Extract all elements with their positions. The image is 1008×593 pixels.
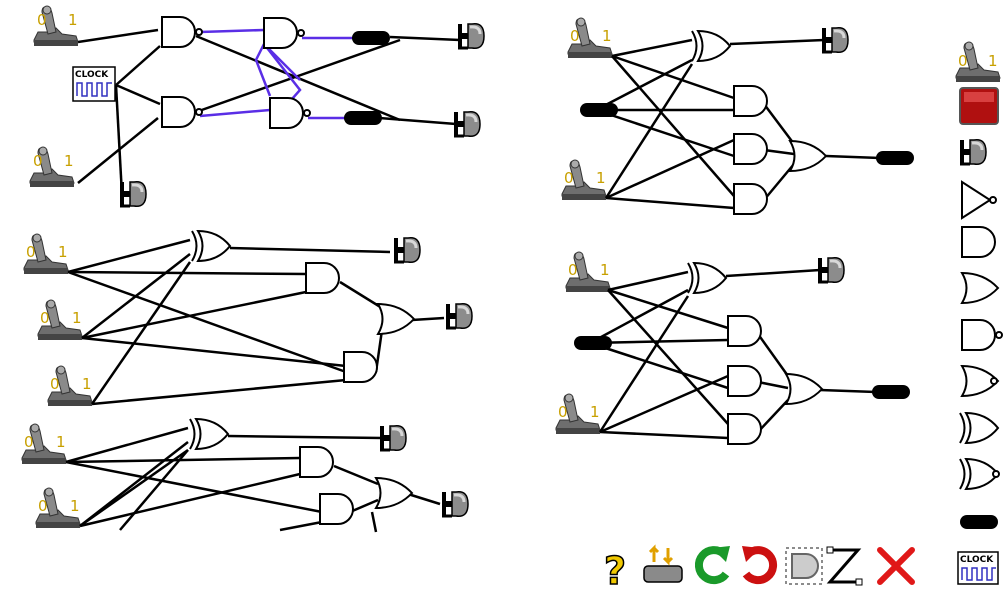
switch-off-label: 0 — [50, 375, 60, 393]
palette-toggle-switch[interactable]: 0 1 — [955, 41, 1001, 83]
swap-button[interactable] — [643, 544, 683, 583]
palette-light-bulb[interactable] — [958, 138, 988, 166]
switch-on-label: 1 — [82, 375, 92, 393]
nand-gate[interactable] — [161, 96, 203, 128]
and-gate[interactable] — [733, 133, 768, 165]
circuit-full-adder-2[interactable]: 0 1 0 1 — [21, 418, 470, 533]
and-gate[interactable] — [727, 315, 762, 347]
light-bulb[interactable] — [452, 110, 482, 138]
or-gate[interactable] — [785, 373, 823, 405]
palette-clock[interactable]: CLOCK — [957, 551, 999, 585]
circuit-full-adder-3[interactable]: 0 1 0 1 — [561, 17, 914, 215]
palette-xor-gate[interactable] — [959, 412, 999, 444]
switch-off-label: 0 — [38, 497, 48, 515]
and-gate[interactable] — [733, 183, 768, 215]
switch-on-label: 1 — [70, 497, 80, 515]
and-gate[interactable] — [733, 85, 768, 117]
clock-label: CLOCK — [75, 70, 109, 80]
switch-on-label: 1 — [58, 243, 68, 261]
or-gate[interactable] — [789, 140, 827, 172]
or-gate[interactable] — [377, 303, 415, 335]
nand-gate[interactable] — [161, 16, 203, 48]
and-gate[interactable] — [299, 446, 334, 478]
switch-off-label: 0 — [570, 27, 580, 45]
light-bulb[interactable] — [378, 424, 408, 452]
light-bulb[interactable] — [820, 26, 850, 54]
switch-off-label: 0 — [37, 11, 47, 29]
select-tool-button[interactable] — [785, 547, 823, 585]
xor-gate[interactable] — [189, 418, 229, 450]
switch-on-label: 1 — [68, 11, 78, 29]
light-bulb[interactable] — [456, 22, 486, 50]
switch-on-label: 1 — [72, 309, 82, 327]
switch-on-label: 1 — [600, 261, 610, 279]
and-gate[interactable] — [727, 413, 762, 445]
wire-tool-button[interactable] — [826, 546, 863, 586]
palette-push-button[interactable] — [959, 87, 999, 125]
palette-clock-label: CLOCK — [960, 555, 994, 565]
xor-gate[interactable] — [687, 262, 727, 294]
palette-or-gate[interactable] — [961, 272, 999, 304]
wire-connector[interactable] — [872, 385, 910, 399]
or-gate[interactable] — [375, 477, 413, 509]
wire-connector[interactable] — [352, 31, 390, 45]
wire-connector[interactable] — [580, 103, 618, 117]
wire-connector[interactable] — [876, 151, 914, 165]
undo-button[interactable] — [742, 546, 778, 585]
xor-gate[interactable] — [691, 30, 731, 62]
switch-on-label: 1 — [590, 403, 600, 421]
switch-off-label: 0 — [24, 433, 34, 451]
switch-off-label: 0 — [568, 261, 578, 279]
nand-gate[interactable] — [269, 97, 311, 129]
light-bulb[interactable] — [444, 302, 474, 330]
clock-component[interactable]: CLOCK — [72, 66, 116, 102]
switch-off-label: 0 — [558, 403, 568, 421]
and-gate[interactable] — [305, 262, 340, 294]
nand-gate[interactable] — [263, 17, 305, 49]
switch-on-label: 1 — [56, 433, 66, 451]
delete-button[interactable] — [877, 547, 915, 585]
switch-off-label: 0 — [26, 243, 36, 261]
palette-nor-gate[interactable] — [961, 365, 999, 397]
palette-xnor-gate[interactable] — [959, 458, 1000, 490]
xor-gate[interactable] — [191, 230, 231, 262]
redo-button[interactable] — [694, 546, 730, 585]
light-bulb[interactable] — [440, 490, 470, 518]
palette-nand-gate[interactable] — [961, 319, 1003, 351]
and-gate[interactable] — [319, 493, 354, 525]
wire-connector[interactable] — [574, 336, 612, 350]
circuit-full-adder-1[interactable]: 0 1 0 1 0 1 — [23, 230, 474, 407]
switch-on-label: 1 — [64, 152, 74, 170]
switch-off-label: 0 — [40, 309, 50, 327]
light-bulb[interactable] — [118, 180, 148, 208]
toolbar: ? — [603, 544, 915, 593]
help-button[interactable]: ? — [603, 548, 627, 593]
switch-on-label: 1 — [596, 169, 606, 187]
wire-connector[interactable] — [344, 111, 382, 125]
light-bulb[interactable] — [816, 256, 846, 284]
palette-switch-off-label: 0 — [958, 52, 968, 70]
palette-switch-on-label: 1 — [988, 52, 998, 70]
palette-not-gate[interactable] — [961, 180, 997, 220]
palette-and-gate[interactable] — [961, 226, 996, 258]
switch-off-label: 0 — [564, 169, 574, 187]
switch-off-label: 0 — [33, 152, 43, 170]
component-palette: 0 1 — [955, 41, 1003, 585]
light-bulb[interactable] — [392, 236, 422, 264]
and-gate[interactable] — [343, 351, 378, 383]
palette-wire-connector[interactable] — [960, 515, 998, 529]
switch-on-label: 1 — [602, 27, 612, 45]
circuit-latch[interactable]: 0 1 0 1 CLOCK — [29, 5, 486, 208]
and-gate[interactable] — [727, 365, 762, 397]
circuit-full-adder-4[interactable]: 0 1 0 1 — [555, 251, 910, 445]
